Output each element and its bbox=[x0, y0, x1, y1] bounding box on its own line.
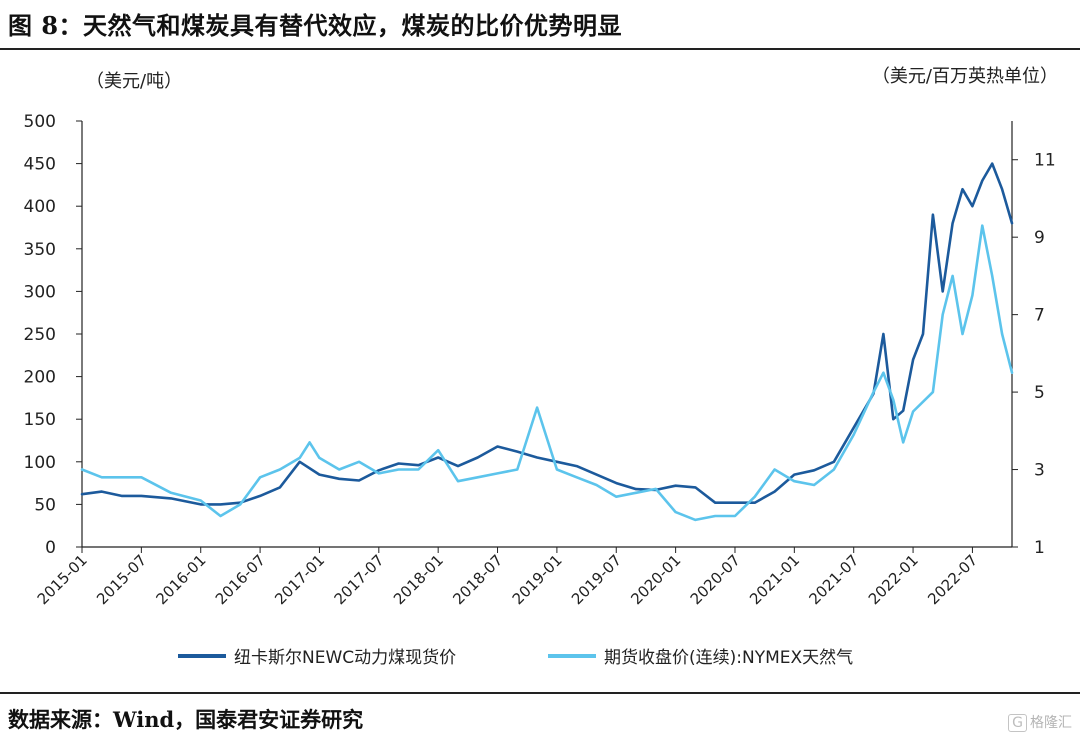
x-tick-label: 2018-07 bbox=[449, 551, 506, 608]
watermark-logo-icon: G bbox=[1008, 714, 1027, 732]
y-left-tick-label: 400 bbox=[24, 197, 56, 217]
x-tick-label: 2022-01 bbox=[865, 551, 922, 608]
y-right-tick-label: 1 bbox=[1034, 538, 1045, 558]
x-tick-label: 2021-01 bbox=[746, 551, 803, 608]
y-left-tick-label: 50 bbox=[34, 495, 56, 515]
legend-label-1: 纽卡斯尔NEWC动力煤现货价 bbox=[234, 648, 456, 668]
y-left-tick-label: 100 bbox=[24, 453, 56, 473]
legend-label-2: 期货收盘价(连续):NYMEX天然气 bbox=[604, 648, 853, 668]
x-tick-label: 2019-07 bbox=[568, 551, 625, 608]
y-right-tick-label: 5 bbox=[1034, 383, 1045, 403]
left-unit-label: （美元/吨） bbox=[86, 71, 182, 92]
y-right-tick-label: 3 bbox=[1034, 461, 1045, 481]
x-tick-label: 2017-01 bbox=[271, 551, 328, 608]
series-line-2 bbox=[80, 224, 1014, 522]
y-left-tick-label: 150 bbox=[24, 410, 56, 430]
x-tick-label: 2015-07 bbox=[93, 551, 150, 608]
series-line-1 bbox=[80, 162, 1014, 506]
y-left-tick-label: 500 bbox=[24, 112, 56, 132]
y-right-tick-label: 9 bbox=[1034, 228, 1045, 248]
series-lines bbox=[80, 162, 1014, 522]
x-tick-label: 2020-01 bbox=[627, 551, 684, 608]
y-left-tick-label: 200 bbox=[24, 368, 56, 388]
watermark-text: 格隆汇 bbox=[1030, 715, 1072, 731]
y-left-tick-label: 0 bbox=[45, 538, 56, 558]
watermark: G 格隆汇 bbox=[1008, 712, 1072, 732]
x-tick-label: 2022-07 bbox=[924, 551, 981, 608]
x-tick-label: 2019-01 bbox=[509, 551, 566, 608]
x-tick-label: 2016-07 bbox=[212, 551, 269, 608]
y-right-tick-label: 11 bbox=[1034, 151, 1056, 171]
x-tick-label: 2021-07 bbox=[805, 551, 862, 608]
x-tick-label: 2017-07 bbox=[331, 551, 388, 608]
right-unit-label: （美元/百万英热单位） bbox=[872, 66, 1058, 87]
legend: 纽卡斯尔NEWC动力煤现货价 期货收盘价(连续):NYMEX天然气 bbox=[178, 648, 853, 668]
x-tick-label: 2020-07 bbox=[687, 551, 744, 608]
chart: （美元/吨） （美元/百万英热单位） 050100150200250300350… bbox=[24, 66, 1058, 668]
x-tick-label: 2015-01 bbox=[34, 551, 91, 608]
y-left-tick-label: 350 bbox=[24, 240, 56, 260]
y-left-tick-label: 250 bbox=[24, 325, 56, 345]
top-rule bbox=[0, 48, 1080, 50]
y-left-tick-label: 450 bbox=[24, 155, 56, 175]
x-tick-label: 2016-01 bbox=[152, 551, 209, 608]
x-tick-label: 2018-01 bbox=[390, 551, 447, 608]
chart-title: 图 8：天然气和煤炭具有替代效应，煤炭的比价优势明显 bbox=[8, 11, 623, 40]
axes: 0 50 100 150 200 250 300 350 400 450 500 1 3 5 7 9 11 201… bbox=[24, 112, 1056, 608]
source-note: 数据来源：Wind，国泰君安证券研究 bbox=[8, 707, 364, 732]
y-right-tick-label: 7 bbox=[1034, 306, 1045, 326]
bottom-rule bbox=[0, 692, 1080, 694]
y-left-tick-label: 300 bbox=[24, 282, 56, 302]
